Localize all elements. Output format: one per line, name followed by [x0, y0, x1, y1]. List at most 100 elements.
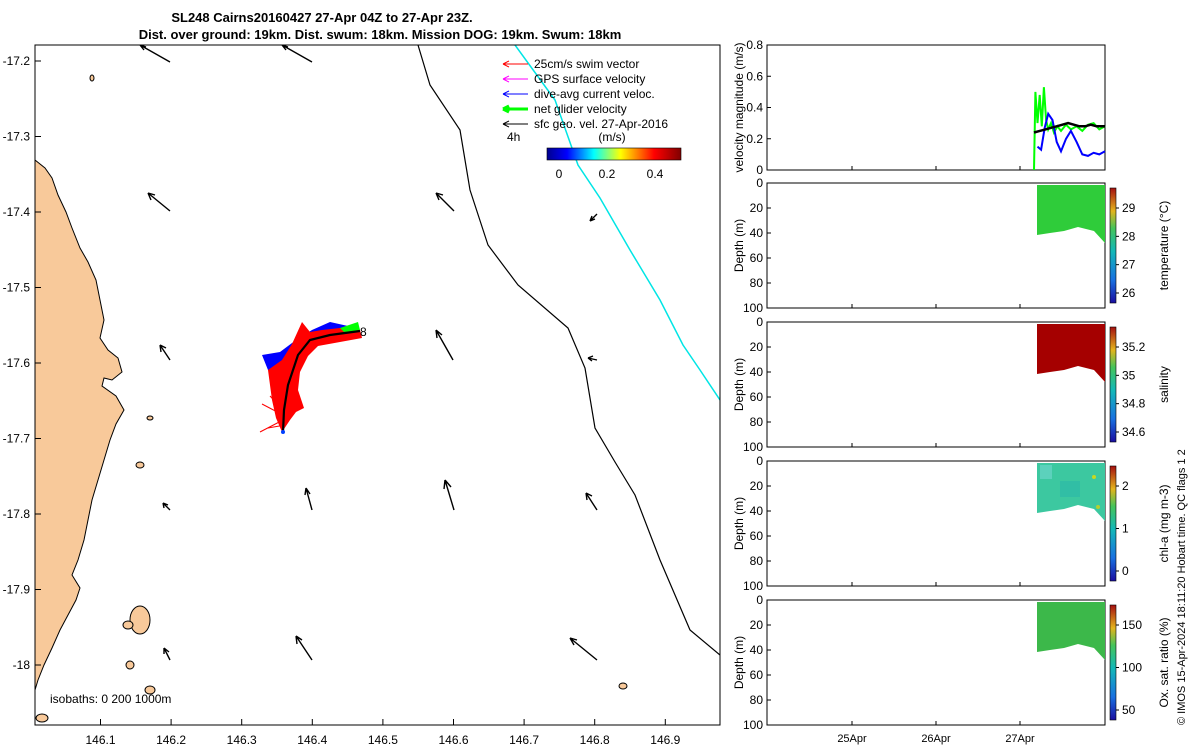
legend-arrowhead [502, 90, 510, 98]
island [122, 620, 134, 630]
depth-panel: 0 20 40 60 80 100 Depth (m) 29 28 27 26 temperature… [732, 176, 1171, 315]
isobaths-label: isobaths: 0 200 1000m [50, 692, 171, 706]
speed-colorbar [546, 147, 682, 161]
depth-panel: 0 20 40 60 80 100 Depth (m) 150 100 50 Ox. sat. ra… [732, 593, 1171, 745]
map-y-tick-label: -17.5 [3, 281, 31, 295]
y-tick-label: 60 [750, 251, 764, 265]
y-tick-label: 0 [756, 163, 763, 177]
glider-vectors: 8 [259, 322, 367, 434]
colorbar-label: salinity [1157, 366, 1171, 403]
swim-vector-cluster [268, 322, 362, 432]
geo-arrow [435, 329, 454, 361]
geo-arrow [163, 647, 171, 661]
y-tick-label: 60 [750, 668, 764, 682]
isobath-line [417, 45, 720, 656]
geo-arrow [159, 344, 171, 361]
y-tick-label: 0.4 [746, 101, 763, 115]
chla-patch [1060, 481, 1080, 497]
date-tick-label: 27Apr [1005, 733, 1035, 745]
y-tick-label: 0.6 [746, 69, 763, 83]
y-tick-label: 80 [750, 415, 764, 429]
y-tick-label: 20 [750, 479, 764, 493]
panel-frame [766, 44, 1106, 171]
legend-arrowhead [502, 60, 510, 68]
geo-arrow [139, 45, 171, 63]
swim-vector-lines [259, 395, 286, 433]
map-x-tick-label: 146.9 [650, 733, 680, 747]
profile-data-fill [1037, 324, 1105, 382]
panel-ylabel: velocity magnitude (m/s) [732, 42, 746, 172]
reef [89, 74, 95, 82]
depth-panel: 0 20 40 60 80 100 Depth (m) 35.2 35 34.8 34.6 salin… [732, 315, 1171, 454]
velocity-series-line [1036, 111, 1106, 157]
panel-colorbar [1109, 604, 1117, 721]
map-y-tick-label: -17.3 [3, 130, 31, 144]
legend-arrowhead [502, 75, 510, 83]
colorbar-tick-label: 100 [1122, 661, 1142, 675]
colorbar-tick-label: 29 [1122, 201, 1136, 215]
geo-arrow [443, 479, 455, 511]
y-tick-label: 0.8 [746, 38, 763, 52]
panel-colorbar [1109, 465, 1117, 582]
net-glider-velocity [340, 322, 360, 332]
reef [146, 415, 154, 421]
colorbar-tick-label: 35 [1122, 368, 1136, 382]
map-y-tick-label: -17.8 [3, 507, 31, 521]
geo-arrow [304, 487, 313, 511]
panel-colorbar [1109, 326, 1117, 443]
y-tick-label: 100 [743, 440, 763, 454]
colorbar-label: Ox. sat. ratio (%) [1157, 617, 1171, 707]
map-x-tick-label: 146.6 [438, 733, 468, 747]
panel-ylabel: Depth (m) [732, 497, 746, 550]
y-tick-label: 80 [750, 554, 764, 568]
legend-label: net glider velocity [534, 102, 627, 116]
panel-ylabel: Depth (m) [732, 358, 746, 411]
island [125, 660, 135, 670]
y-tick-label: 100 [743, 579, 763, 593]
panel-ylabel: Depth (m) [732, 636, 746, 689]
map-x-tick-label: 146.7 [509, 733, 539, 747]
time-marker: 4h [507, 130, 520, 144]
start-marker [281, 430, 285, 434]
legend-arrowhead [502, 104, 510, 114]
y-tick-label: 20 [750, 618, 764, 632]
y-tick-label: 80 [750, 693, 764, 707]
credit-text: © IMOS 15-Apr-2024 18:11:20 Hobart time.… [1176, 449, 1188, 725]
map-x-axis: 146.1 146.2 146.3 146.4 146.5 146.6 146.7 146.8… [85, 719, 681, 747]
legend-label: sfc geo. vel. 27-Apr-2016 [534, 117, 668, 131]
colorbar-label: chl-a (mg m-3) [1157, 484, 1171, 562]
y-tick-label: 40 [750, 643, 764, 657]
profile-data-fill [1037, 185, 1105, 243]
map-y-tick-label: -18 [13, 658, 31, 672]
colorbar-tick-label: 0.4 [647, 167, 664, 181]
y-tick-label: 40 [750, 504, 764, 518]
chla-point [1096, 505, 1100, 509]
chla-point [1092, 475, 1096, 479]
y-tick-label: 20 [750, 201, 764, 215]
colorbar-tick-label: 0 [556, 167, 563, 181]
map-x-tick-label: 146.5 [368, 733, 398, 747]
track-label: 8 [360, 325, 367, 339]
map-x-tick-label: 146.3 [227, 733, 257, 747]
y-tick-label: 40 [750, 365, 764, 379]
geo-arrow [587, 355, 598, 362]
geo-arrow [589, 213, 598, 222]
island [135, 461, 145, 469]
colorbar-tick-label: 28 [1122, 229, 1136, 243]
map-y-axis: -17.2 -17.3 -17.4 -17.5 -17.6 -17.7 -17.8 -17.9… [3, 54, 41, 672]
chla-patch [1040, 465, 1052, 479]
colorbar-tick-label: 27 [1122, 258, 1136, 272]
sfc-geo-arrows [139, 45, 598, 661]
y-tick-label: 100 [743, 301, 763, 315]
map-x-tick-label: 146.8 [580, 733, 610, 747]
title-line-1: SL248 Cairns20160427 27-Apr 04Z to 27-Ap… [171, 10, 472, 25]
island [618, 682, 628, 690]
colorbar-tick-label: 0.2 [599, 167, 616, 181]
colorbar-tick-label: 150 [1122, 618, 1142, 632]
map-frame [34, 44, 721, 726]
geo-arrow [585, 492, 598, 511]
title-line-2: Dist. over ground: 19km. Dist. swum: 18k… [139, 27, 622, 42]
